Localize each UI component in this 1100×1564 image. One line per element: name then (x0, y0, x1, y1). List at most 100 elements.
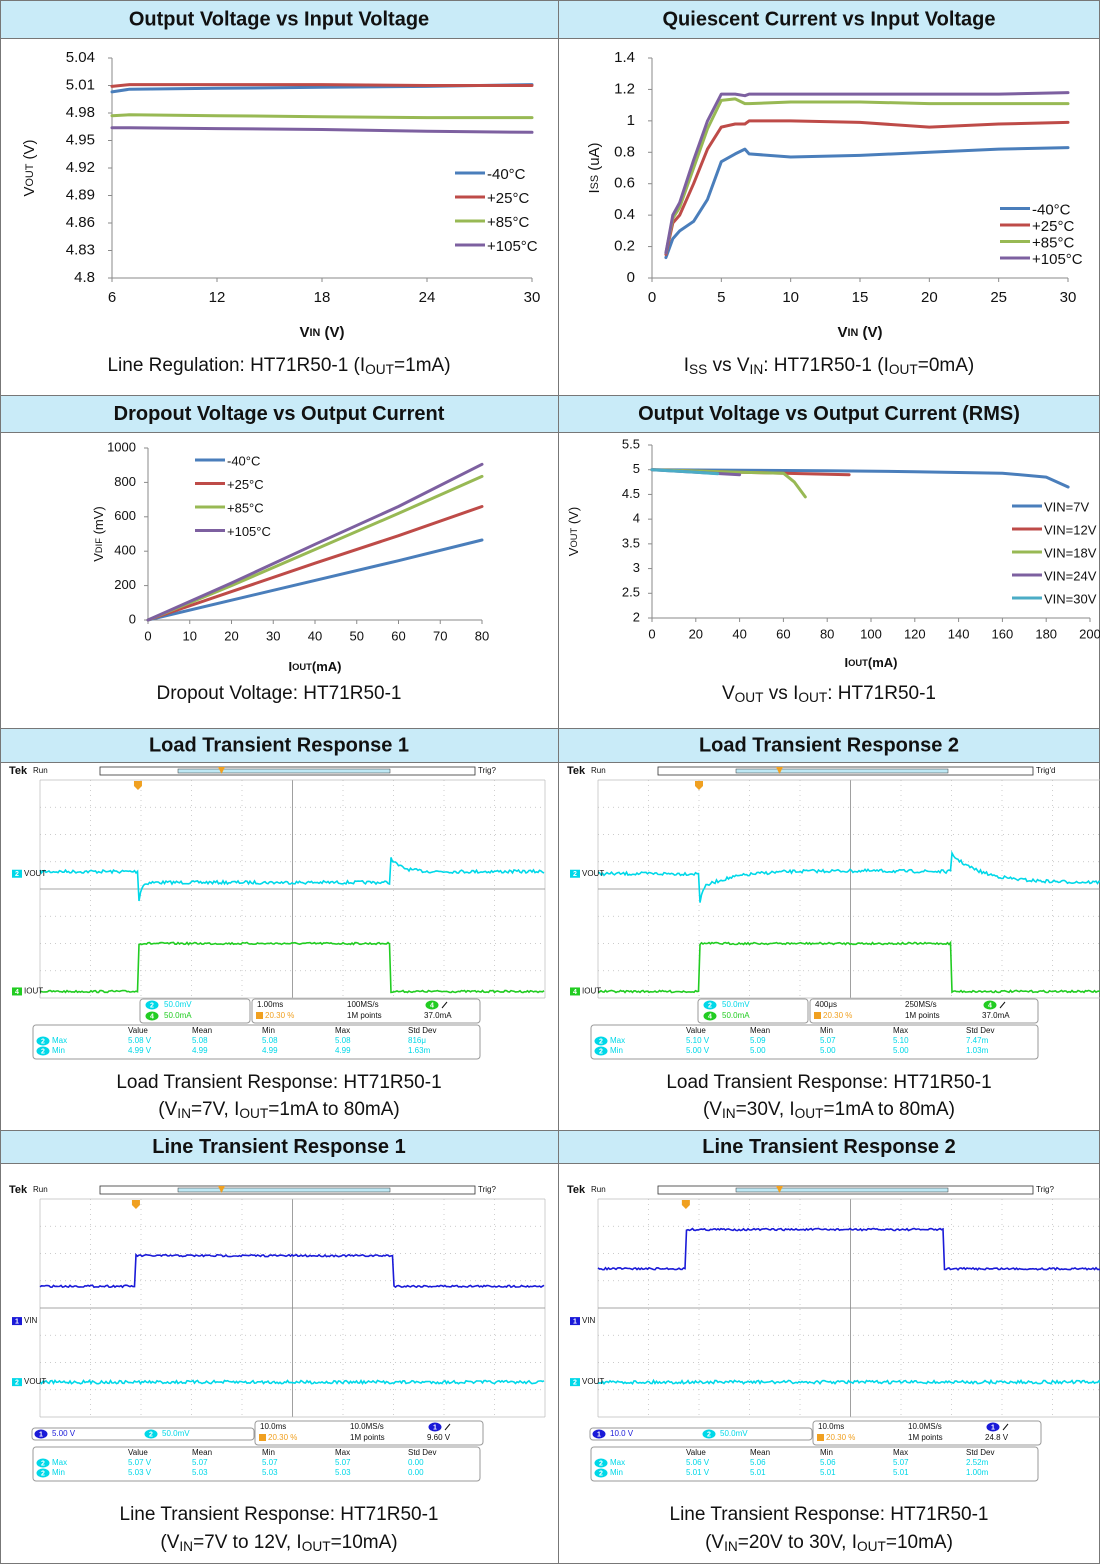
subscript: SS (589, 175, 601, 189)
measurement-header: Mean (192, 1448, 212, 1457)
caption: Line Transient Response: HT71R50-1 (120, 1504, 439, 1525)
record-window (178, 769, 390, 773)
measurement-value: 5.08 (335, 1036, 351, 1045)
measurement-header: Value (128, 1448, 148, 1457)
y-axis-label: VDIF (mV) (91, 506, 106, 562)
sample-rate: 250MS/s (905, 1000, 937, 1009)
measurement-value: 5.01 (893, 1468, 909, 1477)
caption: Line Regulation: HT71R50-1 (IOUT=1mA) (107, 355, 450, 377)
y-tick-label: 4.95 (66, 131, 95, 148)
legend-label: -40°C (1032, 201, 1071, 218)
measurement-header: Value (686, 1026, 706, 1035)
measurement-value: 2.52m (966, 1458, 989, 1467)
subscript: DIF (94, 538, 104, 553)
cell-title: Dropout Voltage vs Output Current (114, 403, 445, 425)
legend-label: -40°C (487, 166, 526, 183)
trigger-position: 20.30 % (823, 1011, 852, 1020)
trace-label: VIN (24, 1316, 38, 1325)
measurement-name: Max (610, 1036, 625, 1045)
measurement-header: Mean (192, 1026, 212, 1035)
x-tick-label: 10 (183, 628, 197, 643)
text-run: V (21, 186, 38, 196)
x-tick-label: 160 (992, 626, 1014, 641)
y-tick-label: 4.89 (66, 186, 95, 203)
caption: (VIN=7V, IOUT=1mA to 80mA) (158, 1099, 399, 1121)
measurement-name: Min (610, 1046, 623, 1055)
channel-scale: 5.00 V (52, 1429, 76, 1438)
measurement-value: 5.08 (262, 1036, 278, 1045)
trigger-position: 20.30 % (826, 1433, 855, 1442)
trigger-level: 37.0mA (982, 1011, 1010, 1020)
measurement-value: 4.99 (335, 1046, 351, 1055)
x-tick-label: 100 (860, 626, 882, 641)
y-axis-label: VOUT (V) (566, 507, 581, 556)
subscript: OUT (848, 658, 868, 668)
legend-label: +85°C (487, 214, 529, 231)
y-tick-label: 0 (627, 269, 635, 286)
text-run: =10mA) (331, 1532, 398, 1553)
measurement-value: 4.99 V (128, 1046, 152, 1055)
channel-number: 1 (597, 1431, 601, 1438)
y-tick-label: 2.5 (622, 585, 640, 600)
record-window (178, 1188, 390, 1192)
measurement-header: Min (262, 1448, 275, 1457)
channel-number: 2 (149, 1431, 153, 1438)
x-tick-label: 30 (524, 289, 541, 306)
subscript: OUT (24, 163, 36, 186)
text-run: =20V to 30V, I (738, 1532, 857, 1553)
x-axis-label: VIN (V) (300, 324, 345, 341)
subscript: IN (750, 362, 764, 377)
x-tick-label: 18 (314, 289, 331, 306)
text-run: Line Transient Response: HT71R50-1 (120, 1504, 439, 1525)
subscript: SS (689, 362, 707, 377)
subscript: OUT (365, 362, 395, 377)
caption: Load Transient Response: HT71R50-1 (666, 1072, 991, 1093)
x-tick-label: 30 (1060, 289, 1077, 306)
measurement-value: 1.03m (966, 1046, 989, 1055)
text-run: (V (705, 1532, 724, 1553)
y-tick-label: 4.92 (66, 159, 95, 176)
text-run: (uA) (586, 142, 603, 175)
record-length: 1M points (908, 1433, 943, 1442)
channel-scale: 50.0mV (720, 1429, 748, 1438)
measurement-header: Max (335, 1026, 350, 1035)
measurement-name: Max (52, 1036, 67, 1045)
measurement-value: 5.07 (262, 1458, 278, 1467)
measurement-value: 7.47m (966, 1036, 989, 1045)
text-run: =1mA to 80mA) (824, 1099, 955, 1120)
cell-title: Quiescent Current vs Input Voltage (662, 8, 995, 30)
text-run: (V) (320, 324, 344, 341)
trigger-position: 20.30 % (268, 1433, 297, 1442)
trigger-position: 20.30 % (265, 1011, 294, 1020)
measurement-value: 0.00 (408, 1468, 424, 1477)
x-tick-label: 40 (732, 626, 746, 641)
measurement-value: 5.03 (335, 1468, 351, 1477)
y-tick-label: 4.83 (66, 241, 95, 258)
measurement-value: 5.10 V (686, 1036, 710, 1045)
text-run: =1mA) (394, 355, 451, 376)
channel-number: 1 (433, 1424, 437, 1431)
legend-label: VIN=24V (1044, 568, 1097, 583)
measurement-name: Max (610, 1458, 625, 1467)
trace-label: IOUT (582, 987, 601, 996)
trigger-status: Trig'd (1036, 766, 1055, 775)
y-tick-label: 5.01 (66, 76, 95, 93)
y-tick-label: 2 (633, 609, 640, 624)
channel-number: 2 (599, 1460, 603, 1467)
subscript: IN (724, 1539, 738, 1554)
text-run: Line Transient Response: HT71R50-1 (670, 1504, 989, 1525)
measurement-value: 5.03 (192, 1468, 208, 1477)
text-run: Load Transient Response: HT71R50-1 (116, 1072, 441, 1093)
cell-title: Load Transient Response 1 (149, 734, 409, 756)
subscript: OUT (569, 527, 579, 547)
channel-number: 2 (41, 1470, 45, 1477)
measurement-name: Max (52, 1458, 67, 1467)
x-tick-label: 10 (782, 289, 799, 306)
sample-rate: 10.0MS/s (908, 1422, 942, 1431)
measurement-header: Max (335, 1448, 350, 1457)
caption: ISS vs VIN: HT71R50-1 (IOUT=0mA) (684, 355, 974, 377)
record-length: 1M points (347, 1011, 382, 1020)
text-run: V (838, 324, 848, 341)
text-run: : HT71R50-1 (I (763, 355, 889, 376)
y-tick-label: 4.98 (66, 104, 95, 121)
